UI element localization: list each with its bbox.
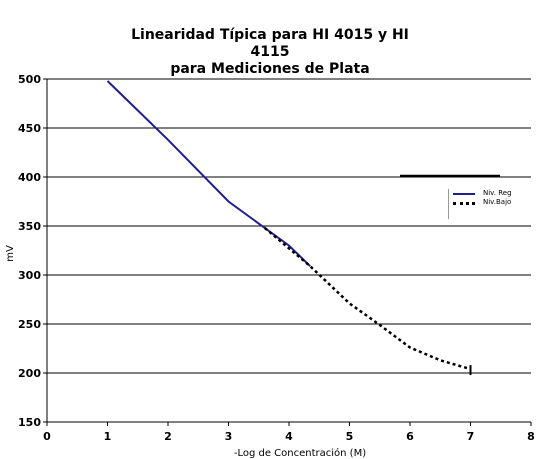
x-tick-label-6: 6 xyxy=(406,430,414,443)
chart-title-line-1: Linearidad Típica para HI 4015 y HI 4115 xyxy=(131,27,409,60)
x-tick-label-3: 3 xyxy=(225,430,233,443)
y-tick-label-350: 350 xyxy=(18,220,41,233)
legend-item-niv-reg: Niv. Reg xyxy=(449,189,535,199)
x-tick-label-1: 1 xyxy=(104,430,112,443)
chart-title-line-2: para Mediciones de Plata xyxy=(170,61,370,77)
y-tick-label-300: 300 xyxy=(18,269,41,282)
chart-title: Linearidad Típica para HI 4015 y HI 4115… xyxy=(110,27,430,78)
series-line-niv-bajo xyxy=(263,227,471,371)
y-axis-label: mV xyxy=(4,245,16,262)
x-tick-label-5: 5 xyxy=(346,430,354,443)
y-tick-label-200: 200 xyxy=(18,367,41,380)
series-line-niv-reg xyxy=(106,80,311,267)
legend-item-niv-bajo: Niv.Bajo xyxy=(449,198,535,208)
x-tick-label-8: 8 xyxy=(527,430,535,443)
x-axis-label: -Log de Concentración (M) xyxy=(233,448,367,459)
y-tick-label-450: 450 xyxy=(18,122,41,135)
x-tick-label-0: 0 xyxy=(43,430,51,443)
x-tick-label-2: 2 xyxy=(164,430,172,443)
y-tick-label-250: 250 xyxy=(18,318,41,331)
y-tick-label-400: 400 xyxy=(18,171,41,184)
y-tick-label-500: 500 xyxy=(18,73,41,86)
legend-label-niv-bajo: Niv.Bajo xyxy=(483,198,512,206)
legend: Niv. Reg Niv.Bajo xyxy=(448,189,535,219)
legend-label-niv-reg: Niv. Reg xyxy=(483,189,512,197)
x-tick-label-4: 4 xyxy=(285,430,293,443)
legend-swatch-niv-bajo xyxy=(453,202,475,205)
legend-swatch-niv-reg xyxy=(453,193,475,195)
y-tick-label-150: 150 xyxy=(18,416,41,429)
x-tick-label-7: 7 xyxy=(467,430,475,443)
